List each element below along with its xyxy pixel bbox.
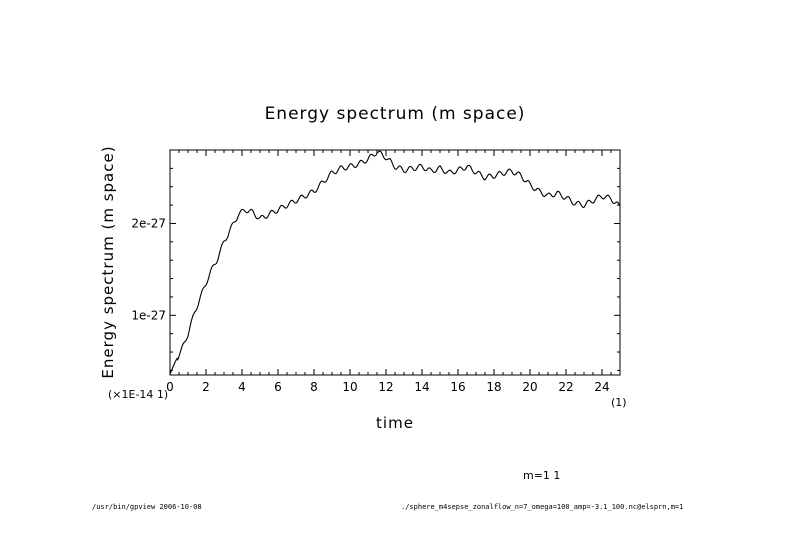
y-tick-label: 2e-27 xyxy=(131,216,166,230)
x-tick-label: 10 xyxy=(342,380,357,394)
x-tick-label: 22 xyxy=(558,380,573,394)
footer-right: ./sphere_m4sepse_zonalflow_n=7_omega=100… xyxy=(401,503,683,511)
x-tick-label: 2 xyxy=(202,380,210,394)
x-axis-ticks xyxy=(169,150,621,375)
x-unit-label: (1) xyxy=(611,396,627,409)
plot-frame xyxy=(169,149,621,376)
x-tick-label: 24 xyxy=(594,380,609,394)
x-tick-label: 4 xyxy=(238,380,246,394)
x-tick-label: 18 xyxy=(486,380,501,394)
x-tick-label: 20 xyxy=(522,380,537,394)
x-multiplier-label: (×1E-14 1) xyxy=(108,388,168,401)
y-axis-label: Energy spectrum (m space) xyxy=(99,145,117,378)
x-tick-label: 0 xyxy=(166,380,174,394)
x-tick-label: 6 xyxy=(274,380,282,394)
x-tick-label: 8 xyxy=(310,380,318,394)
x-tick-label: 16 xyxy=(450,380,465,394)
x-axis-label: time xyxy=(376,414,414,432)
y-axis-tick-labels: 1e-27 2e-27 xyxy=(131,216,166,322)
x-tick-label: 14 xyxy=(414,380,429,394)
y-tick-label: 1e-27 xyxy=(131,308,166,322)
series-line xyxy=(169,150,621,375)
x-tick-label: 12 xyxy=(378,380,393,394)
y-axis-ticks xyxy=(170,149,620,371)
x-axis-tick-labels: 0 2 4 6 8 10 12 14 16 18 20 22 24 xyxy=(166,380,609,394)
chart-title: Energy spectrum (m space) xyxy=(265,104,526,124)
legend-label: m=1 1 xyxy=(523,469,560,482)
footer-left: /usr/bin/gpview 2006-10-08 xyxy=(92,503,202,511)
